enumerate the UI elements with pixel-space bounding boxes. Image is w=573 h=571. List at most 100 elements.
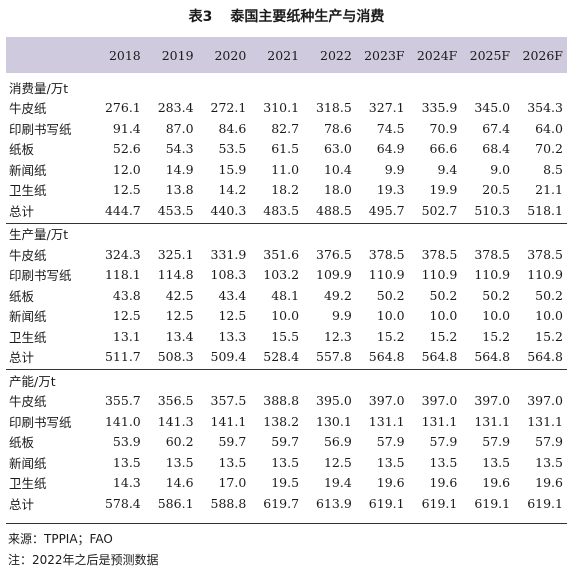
table-cell: 19.3: [376, 182, 405, 198]
table-row: 牛皮纸 355.7 356.5 357.5 388.8 395.0 397.0 397.0 39…: [6, 391, 567, 412]
column-header-2024f: 2024F: [408, 37, 462, 73]
table-cell: 15.2: [429, 328, 458, 344]
table-row: 印刷书写纸 118.1 114.8 108.3 103.2 109.9 110.9 110.9…: [6, 265, 567, 286]
table-cell: 397.0: [421, 393, 458, 409]
section-heading: 生产量/万t: [9, 227, 69, 243]
row-label: 纸板: [9, 288, 35, 304]
row-label: 卫生纸: [9, 476, 47, 492]
table-cell: 19.5: [271, 475, 300, 491]
table-cell: 19.6: [376, 475, 405, 491]
table-number: 表3: [188, 9, 213, 25]
table-cell: 13.5: [535, 454, 563, 470]
table-cell: 8.5: [543, 161, 563, 177]
table-cell: 10.4: [323, 161, 352, 177]
table-cell: 15.2: [535, 328, 563, 344]
table-cell: 355.7: [104, 393, 141, 409]
table-cell: 91.4: [112, 120, 141, 136]
table-cell: 15.9: [218, 161, 247, 177]
table-cell: 613.9: [316, 495, 352, 511]
table-cell: 12.5: [323, 454, 352, 470]
table-cell: 43.4: [218, 287, 247, 303]
table-cell: 61.5: [271, 141, 300, 157]
table-cell: 14.6: [165, 475, 194, 491]
table-cell: 64.9: [376, 141, 405, 157]
table-row: 新闻纸 12.0 14.9 15.9 11.0 10.4 9.9 9.4 9.0 8.5: [6, 159, 567, 180]
table-cell: 87.0: [165, 120, 194, 136]
table-cell: 345.0: [474, 100, 511, 116]
table-cell: 351.6: [263, 246, 300, 262]
row-label: 纸板: [9, 435, 35, 451]
table-cell: 397.0: [527, 393, 563, 409]
table-cell: 57.9: [482, 434, 511, 450]
table-cell: 9.4: [437, 161, 458, 177]
table-cell: 395.0: [316, 393, 352, 409]
row-label: 卫生纸: [9, 183, 47, 199]
table-cell: 108.3: [210, 267, 247, 283]
table-cell: 335.9: [421, 100, 458, 116]
table-cell: 18.0: [323, 182, 352, 198]
table-cell: 50.2: [482, 287, 511, 303]
table-cell: 564.8: [474, 349, 511, 365]
table-cell: 57.9: [429, 434, 458, 450]
table-cell: 70.2: [535, 141, 563, 157]
table-cell: 586.1: [157, 495, 194, 511]
row-label: 印刷书写纸: [9, 414, 72, 430]
table-cell: 141.3: [157, 413, 194, 429]
table-row: 纸板 53.9 60.2 59.7 59.7 56.9 57.9 57.9 57.9 57.9: [6, 432, 567, 453]
row-label: 新闻纸: [9, 162, 47, 178]
table-cell: 53.9: [112, 434, 141, 450]
table-cell: 13.3: [218, 328, 247, 344]
table-cell: 9.0: [490, 161, 511, 177]
table-cell: 12.3: [323, 328, 352, 344]
table-row: 卫生纸 14.3 14.6 17.0 19.5 19.4 19.6 19.6 19.6 19.6: [6, 473, 567, 494]
table-cell: 19.6: [535, 475, 563, 491]
table-cell: 110.9: [474, 267, 511, 283]
table-cell: 67.4: [482, 120, 511, 136]
table-row: 总计 511.7 508.3 509.4 528.4 557.8 564.8 564.8 564…: [6, 347, 567, 368]
table-cell: 57.9: [376, 434, 405, 450]
table-row: 卫生纸 13.1 13.4 13.3 15.5 12.3 15.2 15.2 15.2 15.2: [6, 326, 567, 347]
column-header-2018: 2018: [92, 37, 145, 73]
table-cell: 110.9: [527, 267, 563, 283]
paper-production-consumption-table: 2018 2019 2020 2021 2022 2023F 2024F 2025F 2026F…: [6, 37, 567, 514]
table-cell: 52.6: [112, 141, 141, 157]
table-cell: 130.1: [316, 413, 352, 429]
table-cell: 619.1: [527, 495, 563, 511]
table-cell: 109.9: [316, 267, 352, 283]
table-cell: 619.1: [421, 495, 458, 511]
section-divider: [6, 220, 567, 224]
table-cell: 13.5: [112, 454, 141, 470]
section-heading-row: 产能/万t: [6, 370, 567, 391]
table-cell: 324.3: [104, 246, 141, 262]
table-cell: 388.8: [263, 393, 300, 409]
table-cell: 619.7: [263, 495, 300, 511]
column-header-2021: 2021: [250, 37, 304, 73]
table-cell: 11.0: [271, 161, 300, 177]
table-cell: 12.5: [112, 182, 141, 198]
table-row: 总计 444.7 453.5 440.3 483.5 488.5 495.7 502.7 510…: [6, 200, 567, 221]
table-cell: 43.8: [112, 287, 141, 303]
section-heading-row: 消费量/万t: [6, 77, 567, 98]
column-header-2022: 2022: [303, 37, 356, 73]
table-cell: 588.8: [210, 495, 247, 511]
table-cell: 378.5: [527, 246, 563, 262]
table-row: 新闻纸 12.5 12.5 12.5 10.0 9.9 10.0 10.0 10.0 10.0: [6, 306, 567, 327]
table-cell: 13.5: [271, 454, 300, 470]
table-cell: 9.9: [384, 161, 405, 177]
row-label: 纸板: [9, 142, 35, 158]
row-label: 牛皮纸: [9, 247, 47, 263]
table-cell: 619.1: [474, 495, 511, 511]
table-cell: 272.1: [210, 100, 247, 116]
table-cell: 564.8: [368, 349, 405, 365]
table-cell: 528.4: [263, 349, 300, 365]
table-cell: 68.4: [482, 141, 511, 157]
table-cell: 42.5: [165, 287, 194, 303]
table-cell: 13.8: [165, 182, 194, 198]
table-cell: 509.4: [210, 349, 247, 365]
table-row: 牛皮纸 324.3 325.1 331.9 351.6 376.5 378.5 378.5 37…: [6, 244, 567, 265]
table-cell: 10.0: [376, 308, 405, 324]
table-row: 纸板 52.6 54.3 53.5 61.5 63.0 64.9 66.6 68.4 70.2: [6, 139, 567, 160]
table-title-text: 泰国主要纸种生产与消费: [230, 9, 385, 25]
table-cell: 48.1: [271, 287, 300, 303]
row-label: 牛皮纸: [9, 101, 47, 117]
